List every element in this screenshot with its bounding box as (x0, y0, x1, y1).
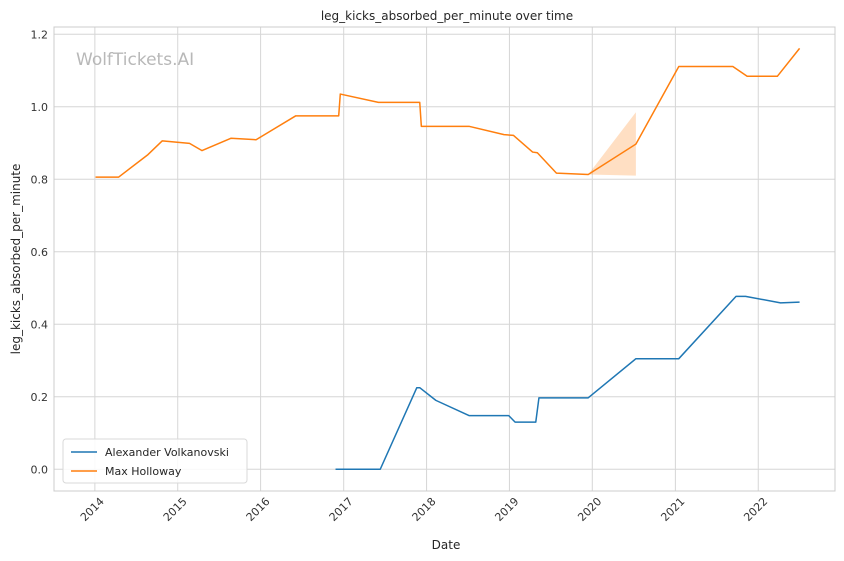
series-line-volkanovski (335, 295, 800, 470)
plot-area (54, 27, 835, 491)
plot-border (53, 26, 836, 492)
confidence-band-area (588, 112, 636, 176)
y-axis-ticks: 0.0 0.2 0.4 0.6 0.8 1.0 1.2 (31, 28, 49, 476)
y-tick-label: 0.2 (31, 391, 49, 404)
y-tick-label: 0.4 (31, 318, 49, 331)
y-axis-label: leg_kicks_absorbed_per_minute (9, 164, 23, 355)
legend-label-holloway: Max Holloway (105, 465, 182, 478)
legend-label-volkanovski: Alexander Volkanovski (105, 446, 229, 459)
series-lines (95, 47, 801, 470)
y-tick-label: 0.8 (31, 173, 49, 186)
series-line-holloway (95, 47, 801, 178)
legend: Alexander Volkanovski Max Holloway (62, 438, 248, 484)
y-tick-label: 0.6 (31, 246, 49, 259)
watermark: WolfTickets.AI (76, 50, 194, 70)
y-tick-label: 1.2 (31, 28, 49, 41)
y-tick-label: 1.0 (31, 101, 49, 114)
chart-title: leg_kicks_absorbed_per_minute over time (321, 9, 573, 23)
grid-lines (54, 27, 835, 491)
confidence-band (588, 112, 636, 176)
y-tick-label: 0.0 (31, 463, 49, 476)
x-axis-label: Date (432, 538, 461, 552)
legend-box (62, 438, 248, 484)
